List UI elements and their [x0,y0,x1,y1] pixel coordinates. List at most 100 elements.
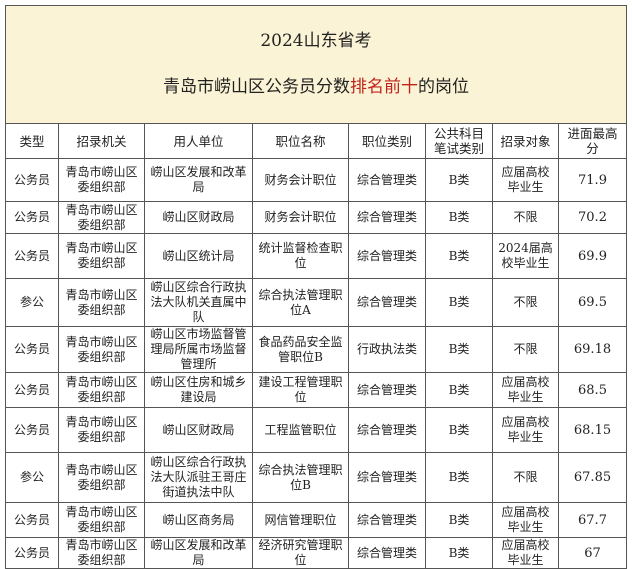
cell-eligibility: 不限 [492,326,559,373]
cell-exam-category: B类 [425,201,493,234]
cell-recruiting-agency: 青岛市崂山区 委组织部 [58,158,145,202]
cell-position-category: 综合管理类 [348,372,426,408]
cell-employer: 崂山区统计局 [144,233,253,279]
cell-position-category: 综合管理类 [348,407,426,453]
cell-type: 参公 [5,278,59,327]
table-row: 参公 青岛市崂山区 委组织部 崂山区综合行政执 法大队机关直属中 队综合执法管理职 … [5,278,627,327]
cell-top-score: 71.9 [558,158,627,202]
title-highlight: 排名前十 [350,77,418,97]
cell-type: 公务员 [5,233,59,279]
table-row: 参公 青岛市崂山区 委组织部 崂山区综合行政执 法大队派驻王哥庄 街道执法中队 综合执… [5,452,627,503]
cell-position-name: 建设工程管理职 位 [252,372,349,408]
cell-top-score: 67.7 [558,502,627,538]
cell-exam-category: B类 [425,502,493,538]
cell-eligibility: 应届高校 毕业生 [492,502,559,538]
cell-position-name: 财务会计职位 [252,201,349,234]
cell-type: 公务员 [5,537,59,569]
cell-position-name: 工程监管职位 [252,407,349,453]
title-line-2: 青岛市崂山区公务员分数排名前十的岗位 [6,76,626,99]
table-row: 公务员 青岛市崂山区 委组织部 崂山区住房和城乡 建设局 建设工程管理职 位综合管理类… [5,372,627,408]
cell-position-category: 综合管理类 [348,201,426,234]
cell-top-score: 67.85 [558,452,627,503]
cell-position-name: 网信管理职位 [252,502,349,538]
cell-eligibility: 不限 [492,201,559,234]
cell-recruiting-agency: 青岛市崂山区 委组织部 [58,233,145,279]
cell-position-name: 综合执法管理职 位B [252,452,349,503]
cell-recruiting-agency: 青岛市崂山区 委组织部 [58,537,145,569]
cell-top-score: 68.15 [558,407,627,453]
cell-employer: 崂山区住房和城乡 建设局 [144,372,253,408]
cell-top-score: 67 [558,537,627,569]
cell-exam-category: B类 [425,233,493,279]
cell-type: 公务员 [5,326,59,373]
cell-recruiting-agency: 青岛市崂山区 委组织部 [58,278,145,327]
table-row: 公务员 青岛市崂山区 委组织部 崂山区财政局 工程监管职位 综合管理类 B类 应届高校 毕业… [5,407,627,453]
cell-position-category: 综合管理类 [348,502,426,538]
cell-eligibility: 应届高校 毕业生 [492,537,559,569]
cell-exam-category: B类 [425,326,493,373]
cell-top-score: 68.5 [558,372,627,408]
cell-eligibility: 不限 [492,278,559,327]
cell-type: 公务员 [5,407,59,453]
cell-recruiting-agency: 青岛市崂山区 委组织部 [58,201,145,234]
table-body: 公务员 青岛市崂山区 委组织部 崂山区发展和改革 局财务会计职位 综合管理类 B类 应届高… [5,158,627,569]
cell-top-score: 69.5 [558,278,627,327]
cell-type: 公务员 [5,502,59,538]
header-top-score: 进面最高 分 [558,123,627,159]
header-employer: 用人单位 [144,123,253,159]
cell-eligibility: 2024届高 校毕业生 [492,233,559,279]
cell-type: 公务员 [5,372,59,408]
cell-position-category: 综合管理类 [348,158,426,202]
cell-employer: 崂山区财政局 [144,407,253,453]
cell-employer: 崂山区商务局 [144,502,253,538]
cell-position-name: 经济研究管理职 位 [252,537,349,569]
cell-exam-category: B类 [425,452,493,503]
table-row: 公务员 青岛市崂山区 委组织部 崂山区财政局 财务会计职位 综合管理类 B类 不限 70.2 [5,201,627,234]
cell-eligibility: 应届高校 毕业生 [492,407,559,453]
cell-employer: 崂山区发展和改革 局 [144,537,253,569]
table-row: 公务员 青岛市崂山区 委组织部 崂山区商务局 网信管理职位 综合管理类 B类 应届高校 毕业… [5,502,627,538]
header-recruiting-agency: 招录机关 [58,123,145,159]
table-row: 公务员 青岛市崂山区 委组织部 崂山区发展和改革 局经济研究管理职 位综合管理类 B类… [5,537,627,569]
title-text: 青岛市崂山区公务员分数 [163,77,350,97]
header-position-name: 职位名称 [252,123,349,159]
cell-exam-category: B类 [425,158,493,202]
cell-top-score: 69.18 [558,326,627,373]
cell-recruiting-agency: 青岛市崂山区 委组织部 [58,372,145,408]
cell-top-score: 69.9 [558,233,627,279]
cell-eligibility: 应届高校 毕业生 [492,372,559,408]
cell-position-category: 综合管理类 [348,233,426,279]
cell-position-name: 食品药品安全监 管职位B [252,326,349,373]
cell-employer: 崂山区财政局 [144,201,253,234]
cell-top-score: 70.2 [558,201,627,234]
header-position-category: 职位类别 [348,123,426,159]
cell-exam-category: B类 [425,372,493,408]
table-row: 公务员 青岛市崂山区 委组织部 崂山区统计局 统计监督检查职 位综合管理类 B类 2024… [5,233,627,279]
header-eligibility: 招录对象 [492,123,559,159]
title-line-1: 2024山东省考 [260,31,372,51]
cell-recruiting-agency: 青岛市崂山区 委组织部 [58,502,145,538]
table-row: 公务员 青岛市崂山区 委组织部 崂山区市场监督管 理局所属市场监督 管理所 食品药品安… [5,326,627,373]
ranking-table: 2024山东省考 青岛市崂山区公务员分数排名前十的岗位 类型 招录机关 用人单位 职位… [5,5,627,569]
cell-exam-category: B类 [425,278,493,327]
cell-position-category: 综合管理类 [348,452,426,503]
header-type: 类型 [5,123,59,159]
cell-recruiting-agency: 青岛市崂山区 委组织部 [58,452,145,503]
cell-recruiting-agency: 青岛市崂山区 委组织部 [58,407,145,453]
cell-position-category: 行政执法类 [348,326,426,373]
cell-exam-category: B类 [425,537,493,569]
cell-position-category: 综合管理类 [348,278,426,327]
cell-employer: 崂山区市场监督管 理局所属市场监督 管理所 [144,326,253,373]
cell-position-name: 统计监督检查职 位 [252,233,349,279]
header-row: 类型 招录机关 用人单位 职位名称 职位类别 公共科目 笔试类别 招录对象 进面最高 分 [5,123,627,159]
cell-eligibility: 不限 [492,452,559,503]
cell-position-name: 综合执法管理职 位A [252,278,349,327]
cell-eligibility: 应届高校 毕业生 [492,158,559,202]
cell-employer: 崂山区综合行政执 法大队派驻王哥庄 街道执法中队 [144,452,253,503]
cell-type: 公务员 [5,158,59,202]
cell-recruiting-agency: 青岛市崂山区 委组织部 [58,326,145,373]
header-exam-category: 公共科目 笔试类别 [425,123,493,159]
cell-employer: 崂山区发展和改革 局 [144,158,253,202]
cell-employer: 崂山区综合行政执 法大队机关直属中 队 [144,278,253,327]
table-title: 2024山东省考 青岛市崂山区公务员分数排名前十的岗位 [5,5,627,124]
